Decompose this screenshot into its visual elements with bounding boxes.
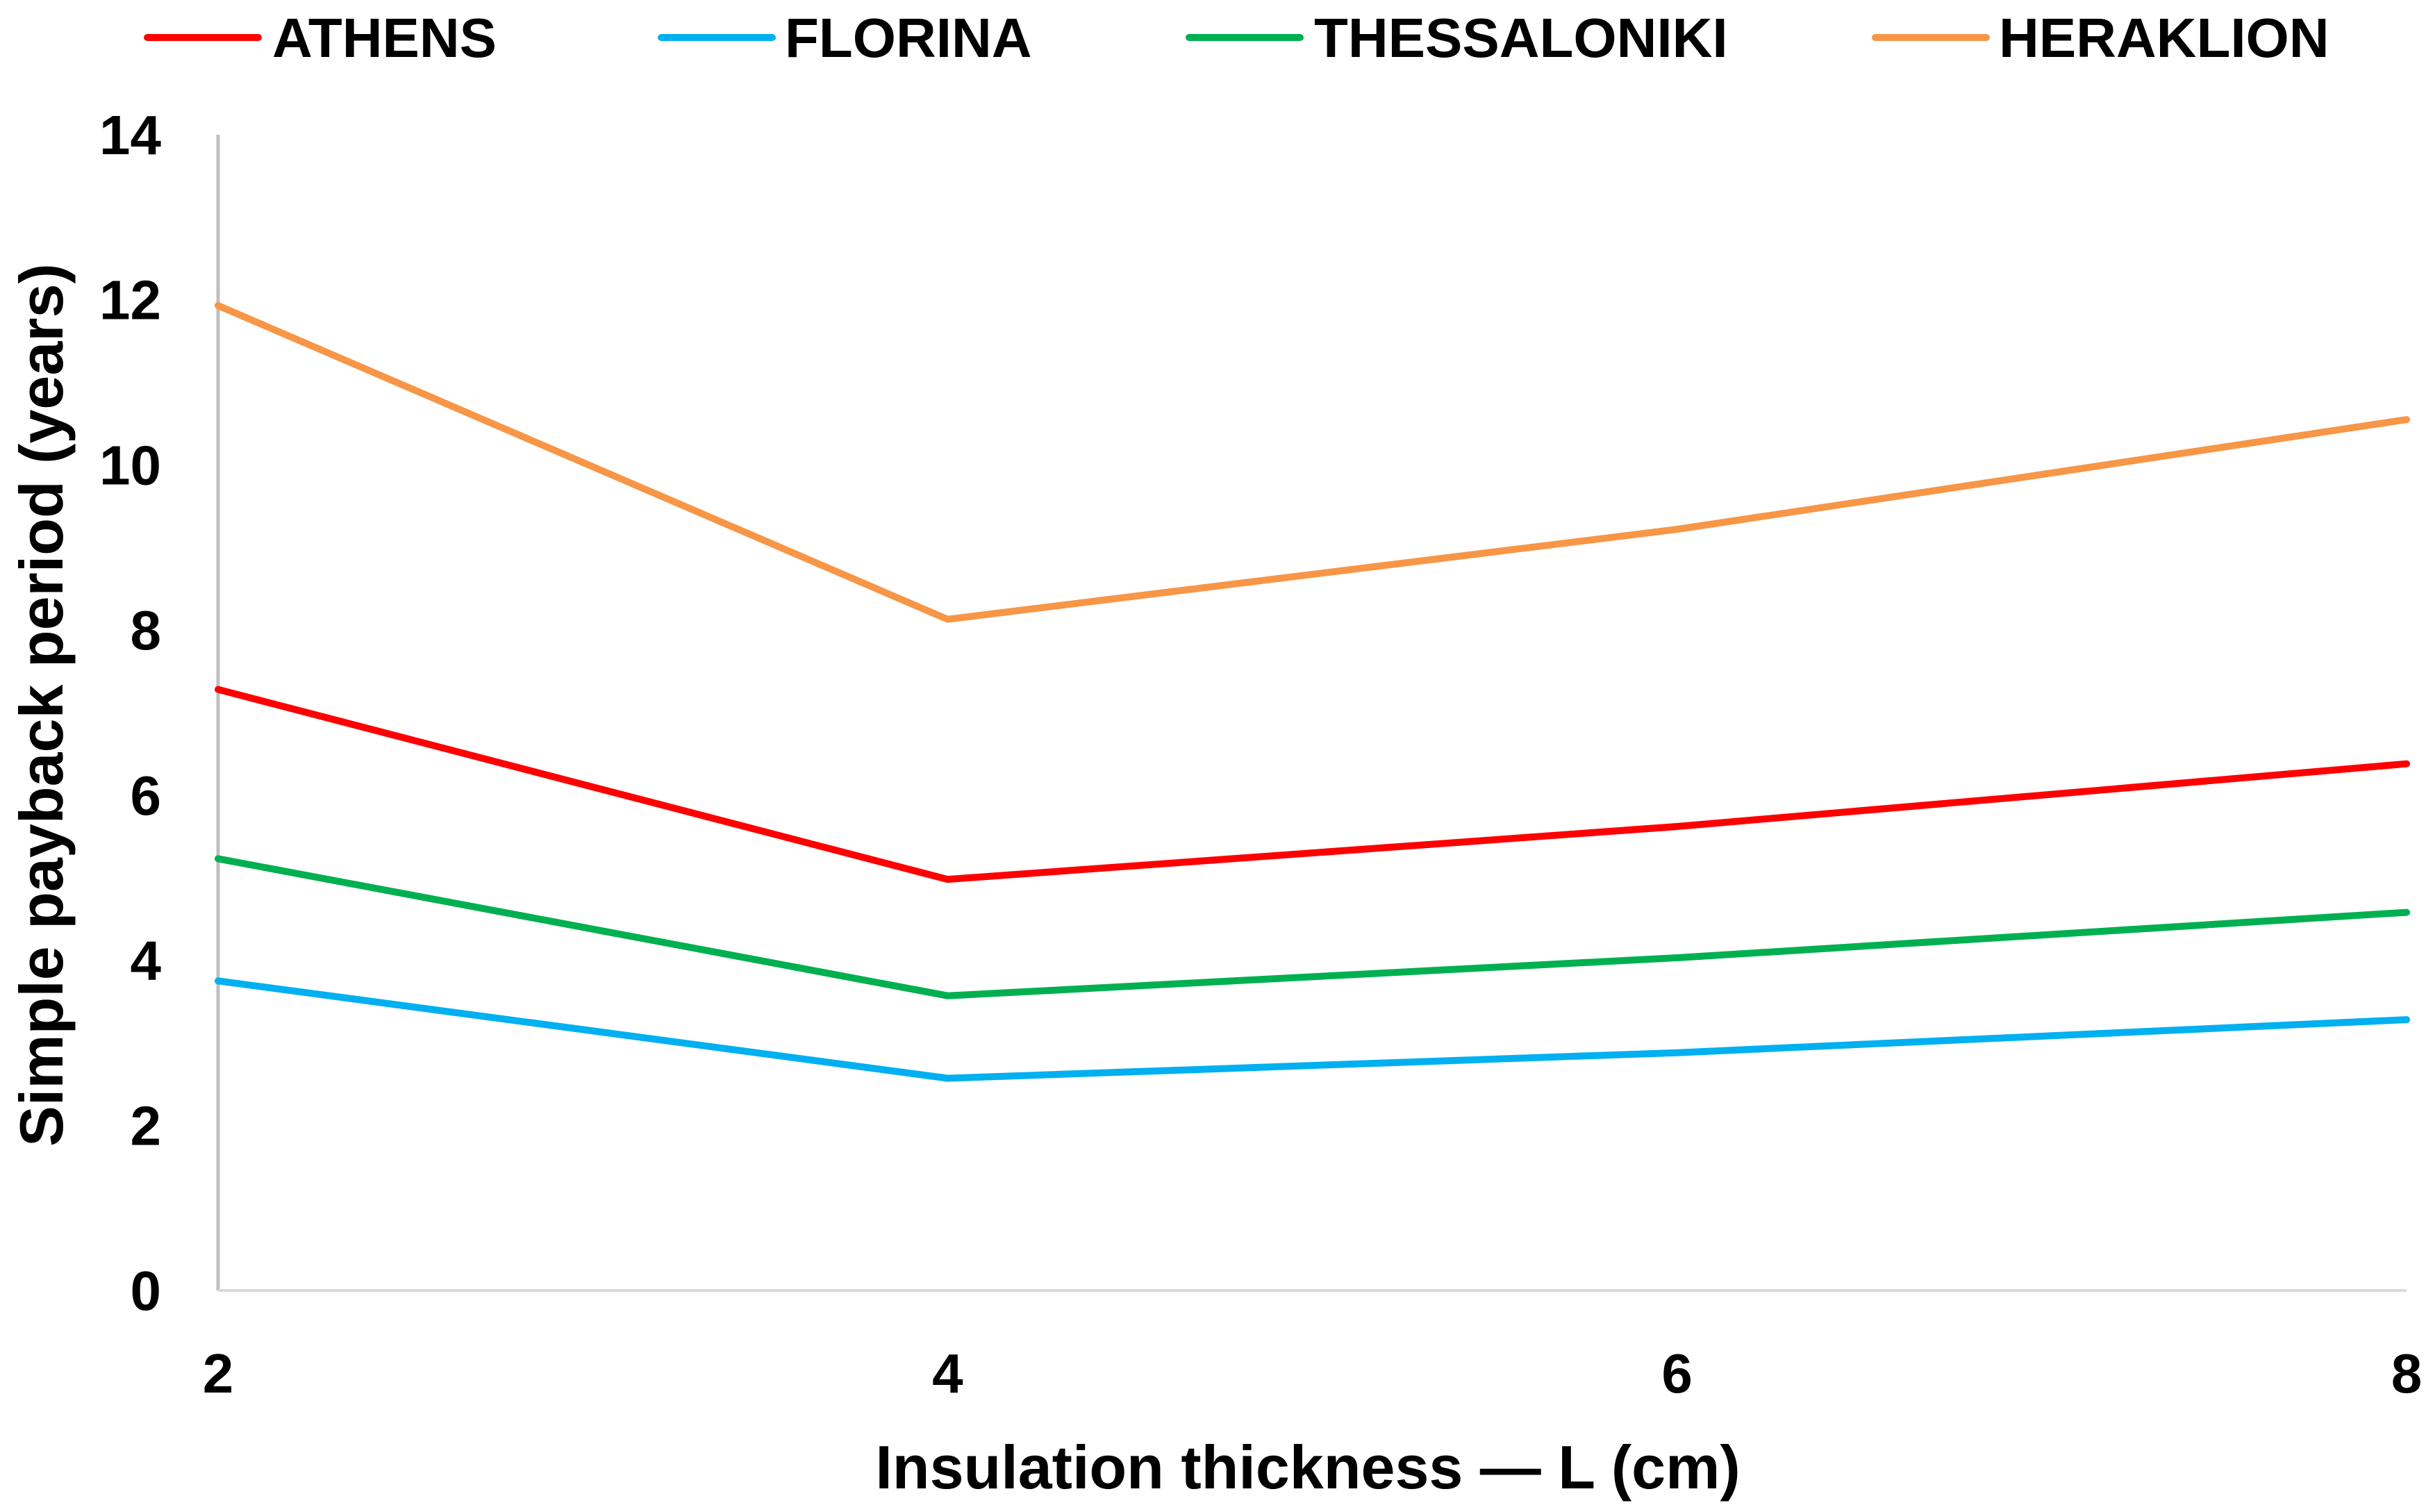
legend-entry-heraklion[interactable]: HERAKLION xyxy=(1872,7,2330,69)
y-axis-ticks: 0 2 4 6 8 10 12 14 xyxy=(99,104,161,1322)
x-tick-label: 2 xyxy=(203,1343,234,1404)
y-tick-label: 14 xyxy=(99,104,161,166)
legend-label-thessaloniki: THESSALONIKI xyxy=(1314,7,1728,69)
y-tick-label: 10 xyxy=(99,434,161,496)
x-tick-label: 4 xyxy=(932,1343,963,1404)
y-tick-label: 0 xyxy=(131,1260,162,1322)
x-axis-title: Insulation thickness — L (cm) xyxy=(875,1433,1740,1502)
y-tick-label: 2 xyxy=(131,1095,162,1156)
legend-label-athens: ATHENS xyxy=(272,7,497,69)
y-tick-label: 12 xyxy=(99,269,161,331)
series-line-thessaloniki xyxy=(215,855,2410,999)
series-line-athens xyxy=(215,686,2410,883)
x-tick-label: 8 xyxy=(2391,1343,2423,1404)
y-tick-label: 6 xyxy=(131,765,162,826)
legend-entry-thessaloniki[interactable]: THESSALONIKI xyxy=(1186,7,1728,69)
legend-label-florina: FLORINA xyxy=(785,7,1032,69)
legend-label-heraklion: HERAKLION xyxy=(1999,7,2330,69)
series-line-florina xyxy=(215,977,2410,1082)
legend: ATHENS FLORINA THESSALONIKI HERAKLION xyxy=(144,7,2330,69)
x-axis-ticks: 2 4 6 8 xyxy=(203,1343,2423,1404)
x-tick-label: 6 xyxy=(1661,1343,1693,1404)
y-tick-label: 8 xyxy=(131,599,162,661)
y-axis-title: Simple payback period (years) xyxy=(7,263,76,1147)
y-tick-label: 4 xyxy=(131,930,162,992)
legend-entry-florina[interactable]: FLORINA xyxy=(658,7,1032,69)
series-lines xyxy=(215,302,2410,1082)
series-line-heraklion xyxy=(215,302,2410,623)
legend-entry-athens[interactable]: ATHENS xyxy=(144,7,497,69)
